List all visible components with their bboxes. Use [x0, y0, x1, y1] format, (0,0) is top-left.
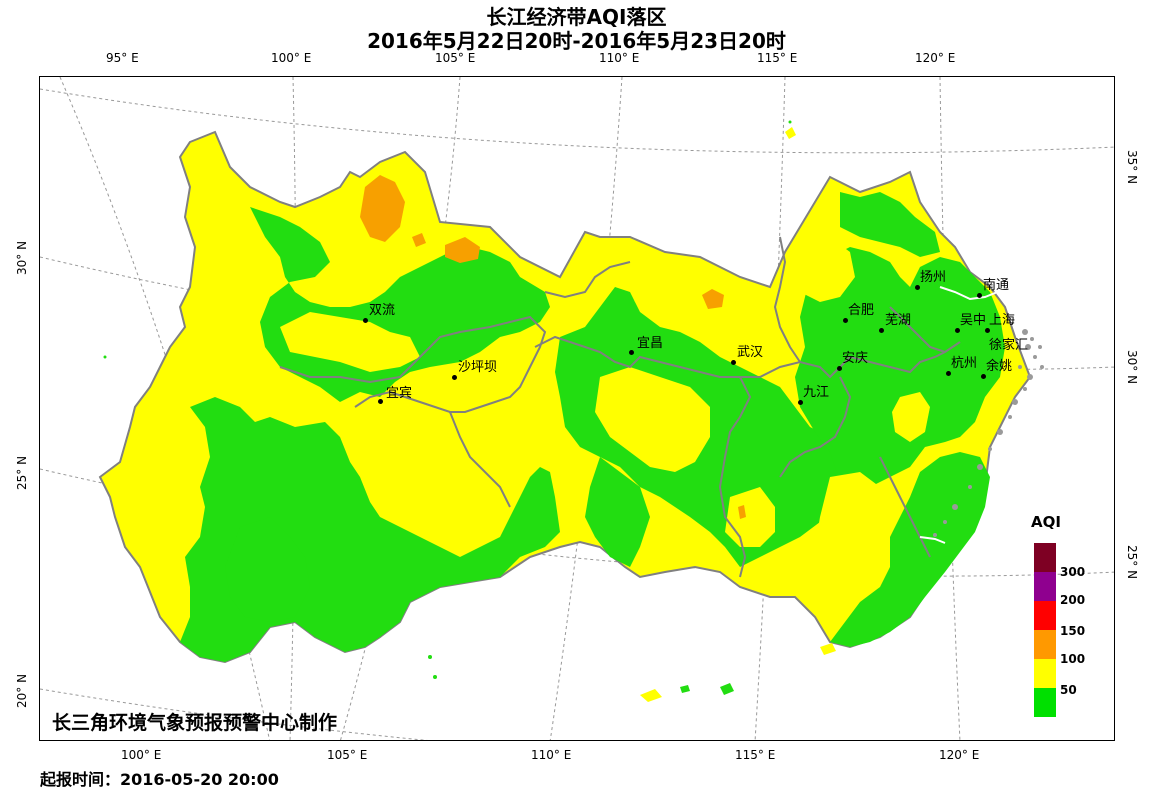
aqi-yellow-fujian — [810, 472, 890, 607]
lat-label-left-30: 30° N — [15, 240, 29, 275]
legend-label-300: 300 — [1060, 565, 1086, 579]
aqi-yellow-hunan — [595, 367, 710, 472]
lon-label-top-110: 110° E — [599, 51, 640, 65]
map-subtitle-time-range: 2016年5月22日20时-2016年5月23日20时 — [367, 29, 786, 53]
city-name: 上海 — [989, 313, 1016, 328]
city-dot — [378, 399, 383, 404]
aqi-region-yellow-patches — [280, 237, 930, 607]
city-dot — [981, 374, 986, 379]
lon-label-top-120: 120° E — [915, 51, 956, 65]
legend-swatch-max — [1034, 543, 1056, 572]
issue-time: 起报时间：2016-05-20 20:00 — [40, 770, 279, 789]
aqi-orange-jiangxi-dot — [738, 505, 746, 519]
aqi-yellow-anhui — [795, 237, 855, 302]
legend-swatch-150 — [1034, 630, 1056, 659]
aqi-map — [40, 77, 1114, 740]
legend-swatch-200 — [1034, 601, 1056, 630]
aqi-orange-north-sichuan — [360, 175, 405, 242]
parallel-35 — [40, 88, 1114, 154]
rivers — [919, 286, 1001, 544]
city-name: 武汉 — [737, 345, 764, 360]
legend-label-200: 200 — [1060, 593, 1086, 607]
lat-label-left-25: 25° N — [15, 455, 29, 490]
aqi-yellow-hubei — [625, 257, 730, 332]
city-dot — [985, 328, 990, 333]
lon-label-top-115: 115° E — [757, 51, 798, 65]
city-dot — [798, 400, 803, 405]
aqi-orange-hanzhong — [445, 237, 480, 263]
city-name: 吴中 — [960, 313, 987, 328]
aqi-green-zhejiang-coast — [830, 452, 990, 647]
city-dot — [363, 318, 368, 323]
legend-label-100: 100 — [1060, 652, 1086, 666]
legend-swatch-100 — [1034, 659, 1056, 688]
lon-label-bottom-115: 115° E — [735, 748, 776, 762]
city-name: 合肥 — [848, 303, 875, 318]
aqi-region-orange — [360, 175, 746, 519]
coastal-islands — [933, 329, 1044, 537]
city-dot — [731, 360, 736, 365]
aqi-green-south-hunan — [585, 457, 650, 567]
lon-label-bottom-100: 100° E — [121, 748, 162, 762]
legend-swatch-300 — [1034, 572, 1056, 601]
city-name: 安庆 — [842, 351, 869, 366]
city-dot — [946, 371, 951, 376]
legend-title: AQI — [1031, 513, 1061, 531]
city-dot — [629, 350, 634, 355]
map-frame — [39, 76, 1115, 741]
lon-label-top-105: 105° E — [435, 51, 476, 65]
legend-swatch-50 — [1034, 688, 1056, 717]
legend-label-150: 150 — [1060, 624, 1086, 638]
city-name: 九江 — [803, 385, 830, 400]
city-name: 双流 — [369, 303, 396, 318]
lon-label-bottom-105: 105° E — [327, 748, 368, 762]
city-name: 宜宾 — [386, 386, 413, 401]
city-name: 余姚 — [986, 359, 1013, 374]
city-dot — [955, 328, 960, 333]
aqi-yellow-jiangxi — [725, 487, 775, 547]
city-dot — [915, 285, 920, 290]
city-dot — [977, 293, 982, 298]
aqi-yellow-chengdu — [280, 312, 420, 372]
city-dot — [837, 366, 842, 371]
city-dot — [843, 318, 848, 323]
aqi-green-north-jiangsu — [840, 192, 940, 257]
aqi-orange-ankang — [412, 233, 426, 247]
lon-label-bottom-120: 120° E — [939, 748, 980, 762]
southern-islands — [103, 120, 792, 695]
lon-label-bottom-110: 110° E — [531, 748, 572, 762]
aqi-orange-xiangyang — [702, 289, 724, 309]
map-title: 长江经济带AQI落区 — [486, 5, 667, 29]
city-dot — [879, 328, 884, 333]
city-name: 杭州 — [951, 356, 978, 371]
city-name: 芜湖 — [885, 313, 912, 328]
city-name: 扬州 — [920, 270, 947, 285]
aqi-green-yunnan-central — [225, 517, 310, 622]
lat-label-right-35: 35° N — [1125, 150, 1139, 185]
legend-color-bar — [1034, 543, 1056, 717]
legend-label-50: 50 — [1060, 683, 1077, 697]
lat-label-right-25: 25° N — [1125, 545, 1139, 580]
lat-label-left-20: 20° N — [15, 673, 29, 708]
southern-yellow-specks — [640, 127, 836, 702]
city-name: 徐家汇 — [989, 338, 1029, 353]
lat-label-right-30: 30° N — [1125, 350, 1139, 385]
city-name: 宜昌 — [637, 336, 664, 351]
lon-label-top-95: 95° E — [106, 51, 139, 65]
city-dot — [452, 375, 457, 380]
producer-credit: 长三角环境气象预报预警中心制作 — [52, 712, 338, 734]
aqi-green-east — [795, 247, 1005, 507]
city-name: 南通 — [983, 278, 1010, 293]
aqi-yellow-zhejiang — [892, 392, 930, 442]
province-boundaries — [279, 236, 961, 578]
lon-label-top-100: 100° E — [271, 51, 312, 65]
city-name: 沙坪坝 — [458, 360, 498, 375]
